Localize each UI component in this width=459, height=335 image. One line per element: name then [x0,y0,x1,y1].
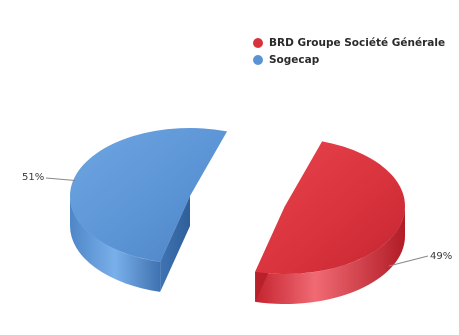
slice-side-brd [255,206,406,304]
slice-sogecap [69,127,228,262]
slice-brd [255,141,405,274]
leader-line-brd [388,255,429,267]
slice-side-sogecap [70,196,161,292]
legend-item-brd[interactable]: BRD Groupe Société Générale [253,34,445,51]
slice-cutface-sogecap [160,196,190,292]
legend-label-brd: BRD Groupe Société Générale [269,36,446,49]
legend-label-sogecap: Sogecap [269,53,320,66]
leader-line-sogecap [45,177,76,182]
legend-item-sogecap[interactable]: Sogecap [253,51,445,68]
data-label-sogecap: 51% [22,172,45,183]
legend: BRD Groupe Société Générale Sogecap [253,34,445,68]
legend-swatch-sogecap [253,54,263,65]
data-label-brd: 49% [430,251,453,262]
legend-swatch-brd [253,37,263,48]
